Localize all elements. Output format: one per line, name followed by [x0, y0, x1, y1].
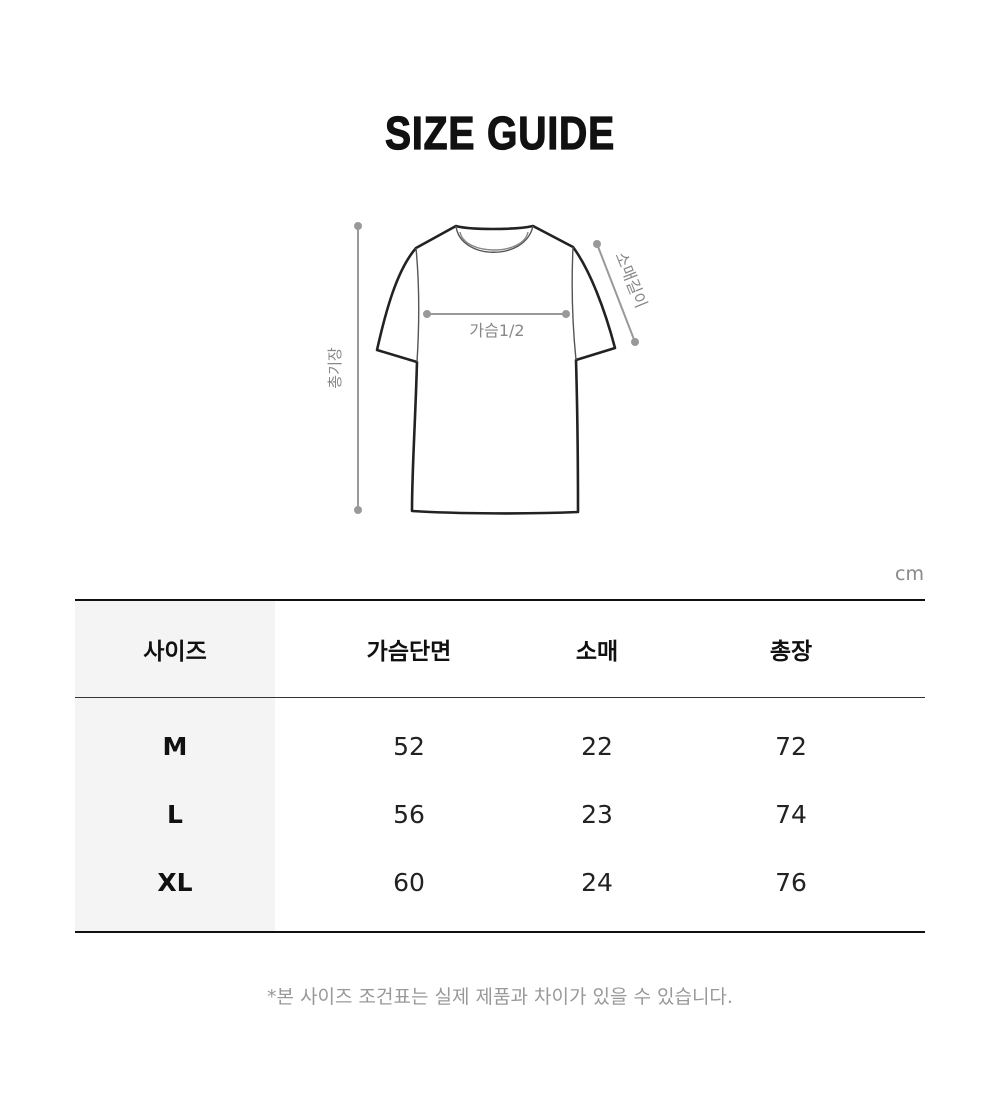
tshirt-diagram: 총기장 가슴1/2 소매길이: [326, 222, 651, 515]
chest-cell: 52: [393, 731, 425, 761]
sleeve-measure: [593, 240, 639, 346]
disclaimer-note: *본 사이즈 조건표는 실제 제품과 차이가 있을 수 있습니다.: [267, 986, 733, 1008]
tshirt-outline: [375, 224, 617, 515]
total-length-label: 총기장: [326, 347, 344, 389]
header-chest: 가슴단면: [366, 639, 452, 665]
size-table: 사이즈 가슴단면 소매 총장 M 52 22 72 L 56 23 74 XL …: [75, 599, 925, 933]
table-row: L 56 23 74: [75, 780, 925, 848]
sleeve-label: 소매길이: [611, 249, 651, 311]
table-row: XL 60 24 76: [75, 848, 925, 916]
length-cell: 76: [775, 867, 807, 897]
length-cell: 72: [775, 731, 807, 761]
table-row: M 52 22 72: [75, 712, 925, 780]
chest-measure: [423, 310, 570, 318]
length-cell: 74: [775, 799, 807, 829]
header-size: 사이즈: [143, 639, 207, 665]
sleeve-cell: 23: [581, 799, 613, 829]
size-cell: M: [162, 731, 188, 761]
table-header: 사이즈 가슴단면 소매 총장: [75, 601, 925, 698]
page-title: SIZE GUIDE: [384, 106, 616, 159]
chest-label: 가슴1/2: [469, 321, 524, 340]
header-sleeve: 소매: [575, 639, 619, 665]
unit-label: cm: [895, 563, 924, 585]
total-length-measure: [354, 222, 362, 514]
chest-cell: 60: [393, 867, 425, 897]
size-cell: L: [167, 799, 183, 829]
sleeve-cell: 22: [581, 731, 613, 761]
chest-cell: 56: [393, 799, 425, 829]
size-cell: XL: [157, 867, 193, 897]
sleeve-cell: 24: [581, 867, 613, 897]
header-length: 총장: [769, 639, 813, 665]
